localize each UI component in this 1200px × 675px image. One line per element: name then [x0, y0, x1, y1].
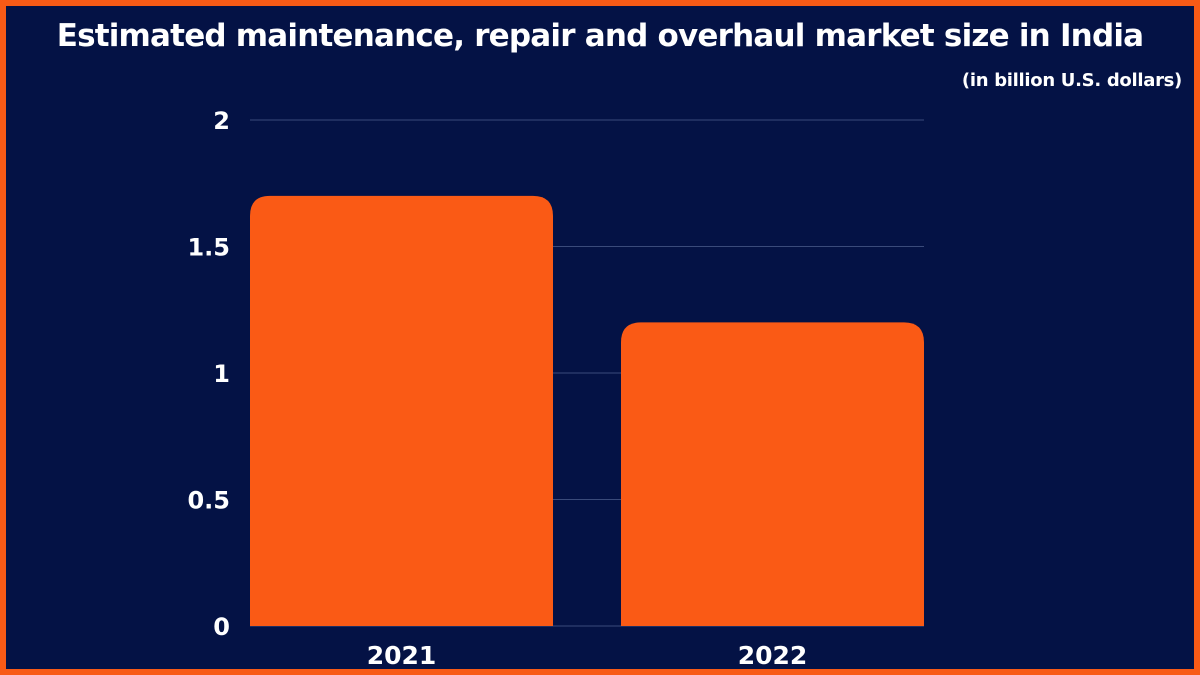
y-tick-label: 0.5 — [187, 487, 230, 515]
y-tick-label: 2 — [213, 107, 230, 135]
bar-2022 — [621, 322, 924, 626]
bar-2021 — [250, 195, 553, 626]
x-tick-label: 2022 — [738, 641, 808, 670]
chart-frame — [6, 6, 1194, 669]
bars — [250, 195, 924, 626]
y-axis-ticks: 0 0.5 1 1.5 2 — [187, 107, 230, 641]
y-tick-label: 1 — [213, 360, 230, 388]
chart-subtitle: (in billion U.S. dollars) — [961, 70, 1182, 91]
chart-title: Estimated maintenance, repair and overha… — [56, 18, 1144, 54]
y-tick-label: 1.5 — [187, 234, 230, 262]
x-tick-label: 2021 — [367, 641, 437, 670]
x-axis-ticks: 2021 2022 — [367, 641, 808, 670]
y-tick-label: 0 — [213, 613, 230, 641]
